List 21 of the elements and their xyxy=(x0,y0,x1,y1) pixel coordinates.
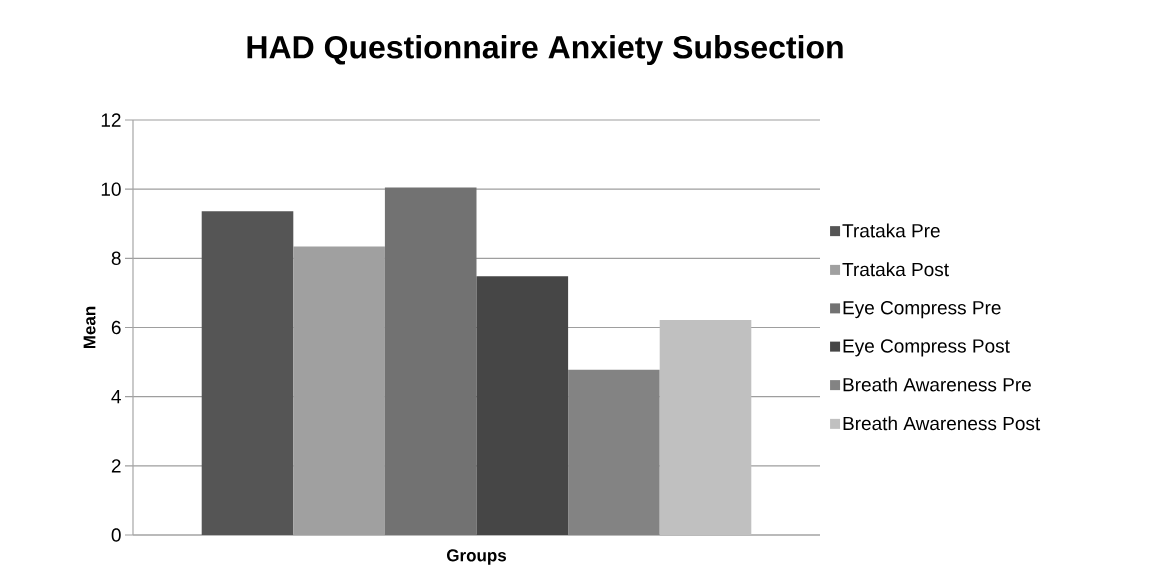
y-tick-label: 8 xyxy=(111,251,121,266)
legend-label: Trataka Post xyxy=(842,262,949,277)
bar xyxy=(201,211,294,535)
legend-label: Breath Awareness Post xyxy=(843,416,1041,431)
legend-label: Eye Compress Pre xyxy=(843,300,1001,319)
legend-label: Trataka Pre xyxy=(842,223,940,238)
y-tick-label: 2 xyxy=(111,459,121,473)
y-axis-title: Mean xyxy=(83,306,96,349)
chart-title: HAD Questionnaire Anxiety Subsection xyxy=(247,35,843,65)
x-axis-title: Groups xyxy=(446,549,507,565)
legend-label: Eye Compress Post xyxy=(843,339,1010,357)
bar xyxy=(384,187,477,535)
y-tick-label: 6 xyxy=(111,320,121,335)
bar xyxy=(476,276,569,535)
y-tick-label: 12 xyxy=(101,113,121,127)
legend-label: Breath Awareness Pre xyxy=(843,377,1031,392)
y-tick-label: 4 xyxy=(111,390,121,404)
bar xyxy=(659,319,752,535)
y-tick-label: 0 xyxy=(111,528,121,542)
bar xyxy=(568,369,660,535)
y-tick-label: 10 xyxy=(101,182,121,196)
